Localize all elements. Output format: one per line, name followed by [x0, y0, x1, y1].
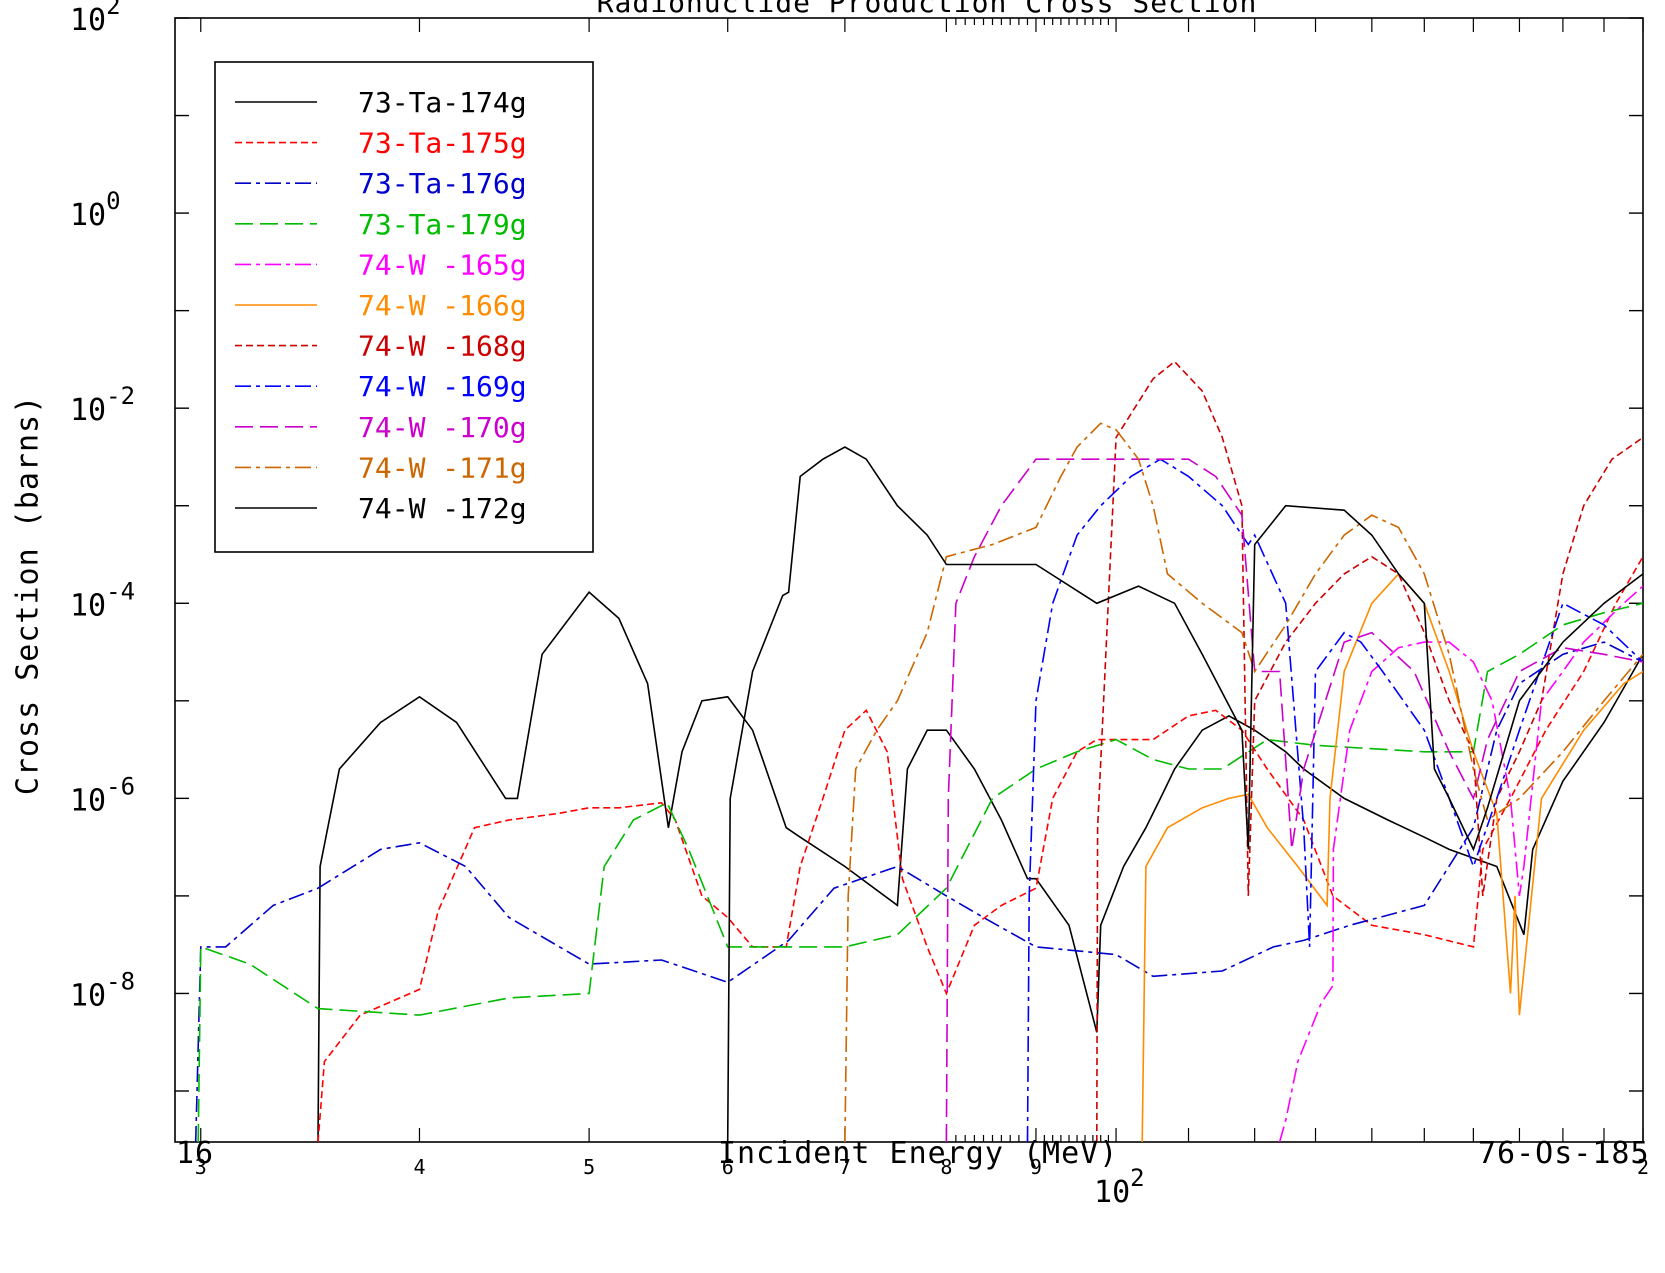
- legend: 73-Ta-174g 73-Ta-175g 73-Ta-176g 73-Ta-179g…: [214, 61, 594, 553]
- legend-entry-label: 74-W -171g: [358, 451, 527, 484]
- x-tick-label: 6: [722, 1155, 734, 1179]
- x-tick-label: 4: [413, 1155, 425, 1179]
- series-line-9: [945, 458, 1643, 1142]
- series-line-3: [194, 641, 1643, 1142]
- tick-labels-group: 102 100 10-2 10-4 10-6 10-8 3 4 5 6 7 8 9 2 102: [70, 0, 1649, 1210]
- series-line-8: [1026, 458, 1643, 1142]
- legend-entry-label: 74-W -170g: [358, 411, 527, 444]
- legend-box: [214, 61, 594, 553]
- footer-left-label: 16: [176, 1136, 215, 1171]
- legend-entry-label: 73-Ta-174g: [358, 86, 527, 119]
- plot-frame: [174, 17, 1644, 1143]
- x-tick-label: 5: [583, 1155, 595, 1179]
- legend-entry-label: 73-Ta-179g: [358, 208, 527, 241]
- series-group: [194, 360, 1643, 1142]
- legend-entry-label: 74-W -166g: [358, 289, 527, 322]
- series-line-2: [317, 556, 1643, 1142]
- series-line-4: [197, 602, 1643, 1142]
- series-line-11: [726, 446, 1643, 1142]
- legend-entry-label: 74-W -169g: [358, 370, 527, 403]
- x-tick-label: 7: [839, 1155, 851, 1179]
- series-line-7: [1096, 360, 1643, 1142]
- legend-entry-label: 73-Ta-176g: [358, 167, 527, 200]
- x-tick-label: 9: [1030, 1155, 1042, 1179]
- x-tick-label-major: 102: [1094, 1164, 1145, 1210]
- y-tick-label: 10-4: [70, 577, 135, 623]
- y-tick-label: 10-8: [70, 967, 135, 1013]
- y-tick-label: 10-2: [70, 382, 135, 428]
- x-tick-label: 8: [940, 1155, 952, 1179]
- chart-title: Radionuclide Production Cross Section: [596, 0, 1258, 19]
- legend-entry-label: 74-W -172g: [358, 492, 527, 525]
- x-tick-label: 3: [195, 1155, 207, 1179]
- footer-right-label: 76-Os-185: [1478, 1136, 1650, 1171]
- legend-entry-label: 74-W -165g: [358, 248, 527, 281]
- y-tick-label: 102: [70, 0, 121, 38]
- y-axis-label: Cross Section (barns): [10, 394, 46, 796]
- x-axis-label: Incident Energy (MeV): [718, 1136, 1119, 1171]
- series-line-10: [844, 422, 1643, 1142]
- series-line-1: [317, 591, 1643, 1142]
- y-tick-label: 10-6: [70, 772, 135, 818]
- series-line-5: [1278, 585, 1643, 1142]
- legend-entry-label: 74-W -168g: [358, 330, 527, 363]
- series-line-6: [1141, 572, 1643, 1142]
- legend-entry-label: 73-Ta-175g: [358, 127, 527, 160]
- y-tick-label: 100: [70, 187, 121, 233]
- x-tick-label: 2: [1637, 1155, 1649, 1179]
